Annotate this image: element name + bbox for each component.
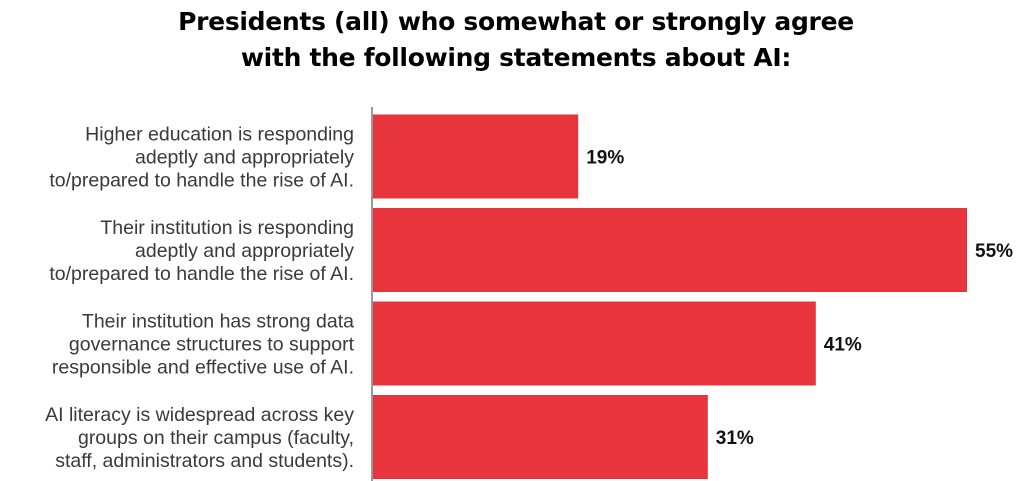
category-label-4-line-3: staff, administrators and students). <box>55 450 354 472</box>
category-label-1-line-3: to/prepared to handle the rise of AI. <box>49 170 354 192</box>
category-label-3-line-1: Their institution has strong data <box>82 311 354 333</box>
category-label-4-line-2: groups on their campus (faculty, <box>78 427 354 449</box>
chart-title-line-1: Presidents (all) who somewhat or strongl… <box>178 7 854 36</box>
bar-4 <box>373 395 708 479</box>
bar-2 <box>373 208 967 292</box>
bar-3 <box>373 301 816 386</box>
chart-title-line-2: with the following statements about AI: <box>240 43 792 72</box>
category-label-3-line-3: responsible and effective use of AI. <box>52 357 354 379</box>
category-label-4-line-1: AI literacy is widespread across key <box>45 404 354 426</box>
category-label-2-line-2: adeptly and appropriately <box>135 240 354 262</box>
category-label-1-line-2: adeptly and appropriately <box>135 147 354 169</box>
value-label-1: 19% <box>586 148 624 169</box>
category-label-1-line-1: Higher education is responding <box>85 124 354 146</box>
value-label-3: 41% <box>824 335 862 356</box>
value-label-2: 55% <box>975 241 1013 262</box>
category-label-2-line-1: Their institution is responding <box>100 217 354 239</box>
category-label-3-line-2: governance structures to support <box>69 334 355 356</box>
chart-title: Presidents (all) who somewhat or strongl… <box>0 4 1032 76</box>
value-label-4: 31% <box>716 428 754 449</box>
bar-1 <box>373 114 579 199</box>
category-label-2-line-3: to/prepared to handle the rise of AI. <box>49 263 354 285</box>
